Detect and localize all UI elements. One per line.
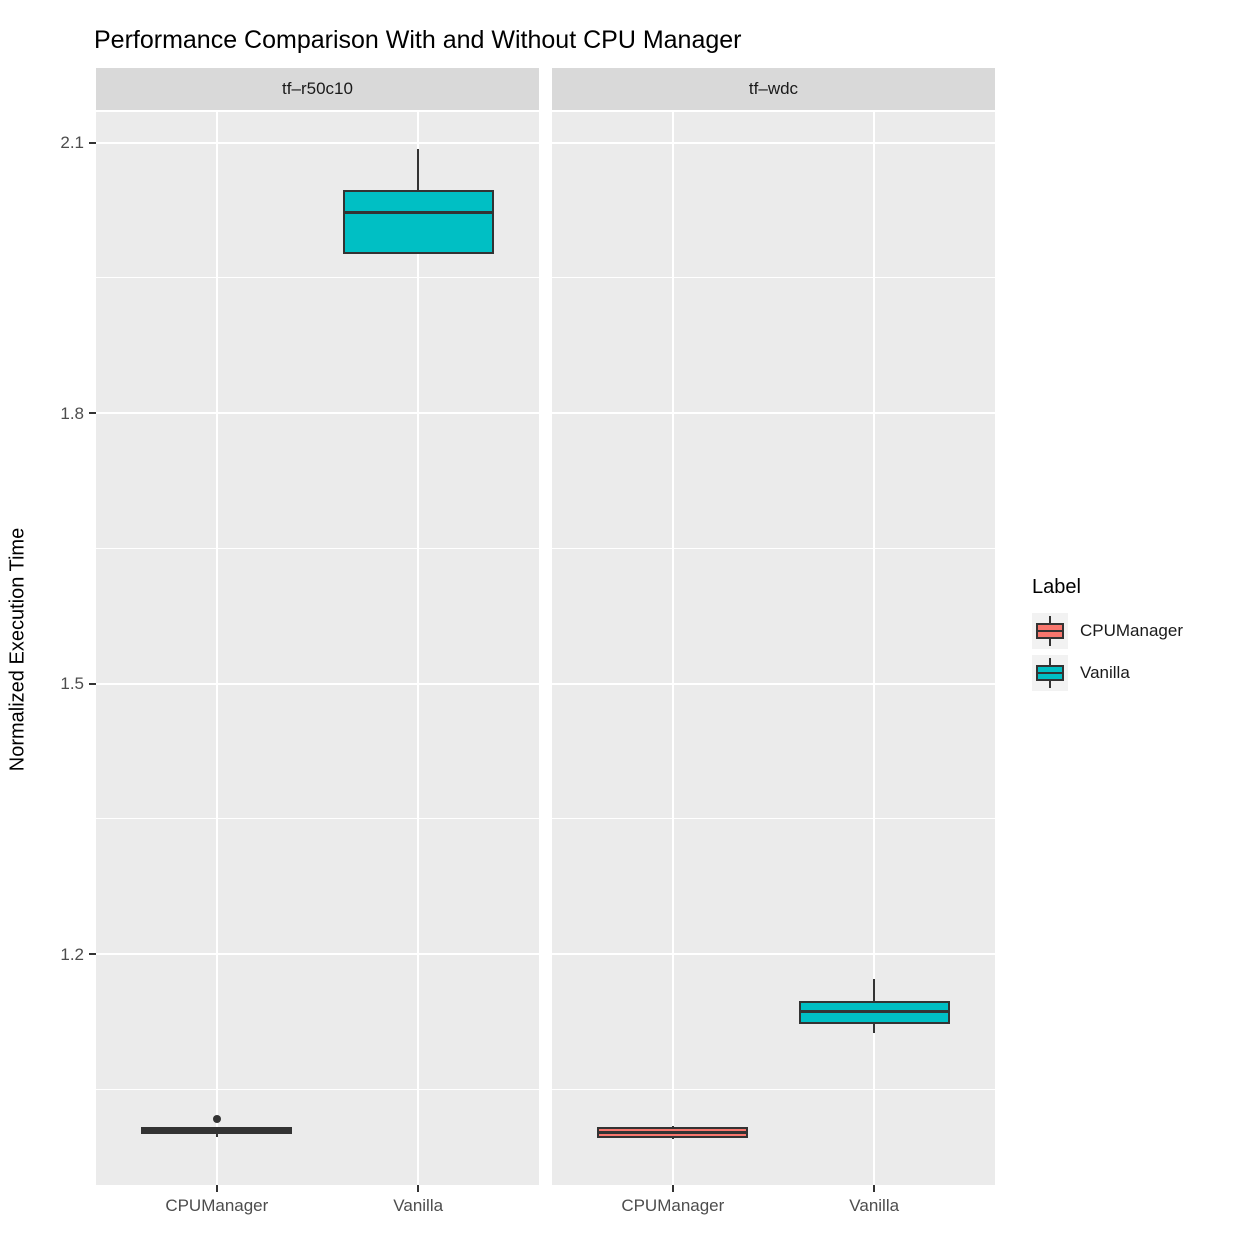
boxplot-median-line [798,1010,950,1014]
boxplot-median-line [342,211,494,215]
legend-key-boxplot-glyph [1032,655,1068,691]
legend: Label CPUManager Vanilla [1032,576,1183,697]
gridline-major [552,412,995,415]
legend-key-median [1036,672,1064,674]
gridline-vertical [215,112,218,1185]
y-tick-label: 1.5 [60,674,84,694]
facet-strip: tf–r50c10 [96,68,539,110]
x-tick-label: Vanilla [393,1196,444,1215]
y-tick-label: 1.2 [60,944,84,964]
gridline-vertical [671,112,674,1185]
x-tick-mark [215,1185,218,1192]
facet-strip: tf–wdc [552,68,995,110]
legend-entries: CPUManager Vanilla [1032,613,1183,691]
legend-key-median [1036,630,1064,632]
gridline-minor [552,277,995,279]
gridline-major [96,953,539,956]
y-tick-mark [89,412,96,415]
gridline-major [96,141,539,144]
legend-entry-label: Vanilla [1080,663,1130,682]
outlier-point [212,1115,221,1124]
gridline-major [552,141,995,144]
legend-title: Label [1032,576,1081,598]
gridline-minor [552,1088,995,1090]
legend-entry-label: CPUManager [1080,621,1183,640]
gridline-major [96,682,539,685]
gridline-minor [552,547,995,549]
gridline-major [552,682,995,685]
y-tick-mark [89,682,96,685]
x-tick-mark [671,1185,674,1192]
y-tick-mark [89,953,96,956]
x-tick-label: Vanilla [849,1196,900,1215]
gridline-minor [96,818,539,820]
x-tick-mark [873,1185,876,1192]
gridline-vertical [873,112,876,1185]
y-tick-label: 1.8 [60,403,84,423]
facet-panel [552,112,995,1185]
gridline-major [96,412,539,415]
legend-entry: Vanilla [1032,655,1183,691]
gridline-minor [96,277,539,279]
y-axis-title: Normalized Execution Time [6,527,29,772]
x-tick-label: CPUManager [165,1196,269,1215]
facet-panel [96,112,539,1185]
gridline-major [552,953,995,956]
boxplot-box [342,189,494,254]
chart-title: Performance Comparison With and Without … [94,26,742,54]
legend-entry: CPUManager [1032,613,1183,649]
legend-key-boxplot-glyph [1032,613,1068,649]
x-tick-mark [417,1185,420,1192]
gridline-vertical [417,112,420,1185]
boxplot-median-line [597,1131,749,1135]
boxplot-median-line [141,1129,293,1133]
x-tick-label: CPUManager [621,1196,725,1215]
y-tick-label: 2.1 [60,133,84,153]
gridline-minor [96,547,539,549]
gridline-minor [96,1088,539,1090]
gridline-minor [552,818,995,820]
y-tick-mark [89,141,96,144]
